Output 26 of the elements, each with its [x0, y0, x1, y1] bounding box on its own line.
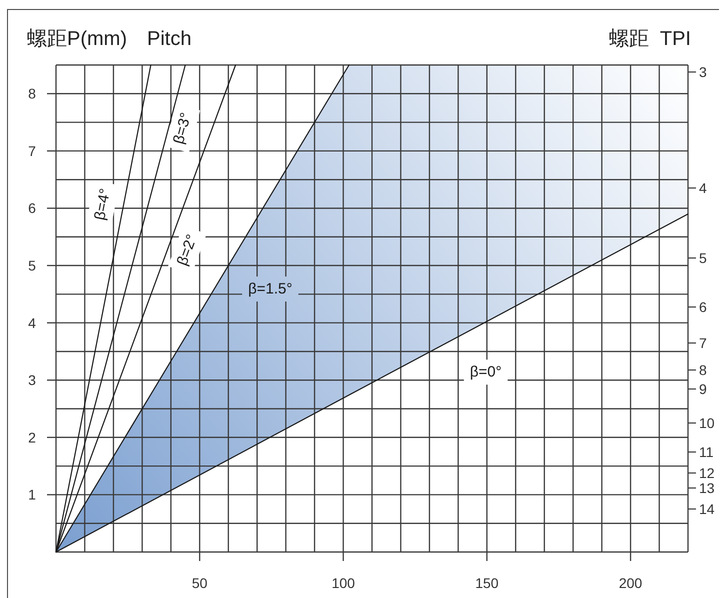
text: 7: [699, 335, 707, 351]
text: 6: [699, 299, 707, 315]
text: 8: [699, 362, 707, 378]
y-tick-label: 7: [28, 142, 36, 159]
text: 12: [699, 465, 715, 481]
text: 3: [699, 64, 707, 80]
text: 14: [699, 501, 715, 517]
x-tick-label: 200: [618, 575, 642, 591]
y-tick-label: 4: [28, 314, 36, 331]
text: 13: [699, 480, 715, 496]
y2-axis-title: 螺距 TPI: [608, 28, 691, 50]
x-tick-label: 50: [192, 575, 208, 591]
text: 10: [699, 415, 715, 431]
x-tick-label: 100: [332, 575, 356, 591]
y-tick-label: 3: [28, 372, 36, 388]
text: 4: [699, 180, 707, 196]
y-tick-label: 5: [28, 258, 36, 274]
y-tick-label: 2: [28, 429, 36, 446]
text: 11: [699, 444, 714, 460]
y-tick-label: 8: [28, 86, 36, 102]
text: 5: [699, 250, 707, 266]
text: 9: [699, 381, 707, 397]
y-tick-label: 1: [28, 486, 36, 503]
y-axis-title: 螺距P(mm) Pitch: [27, 28, 192, 50]
y-tick-label: 6: [28, 200, 36, 216]
x-tick-label: 150: [475, 575, 499, 591]
